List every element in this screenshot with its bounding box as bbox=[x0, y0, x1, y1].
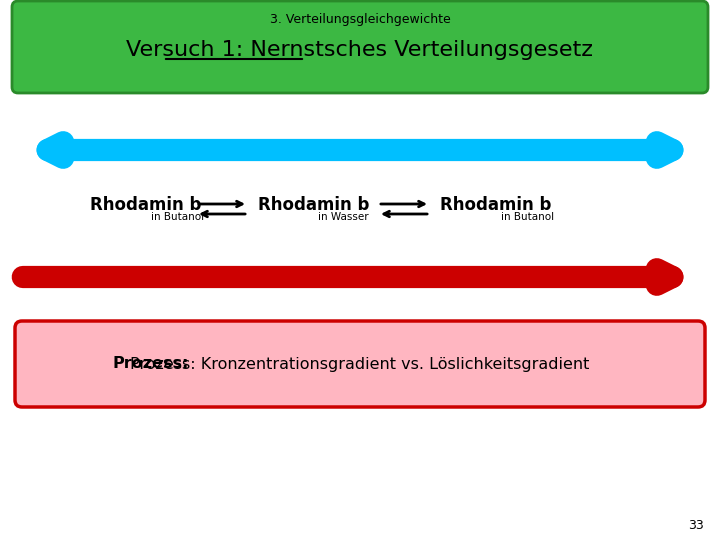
Text: Löslichkeitsgradient: Löslichkeitsgradient bbox=[258, 141, 462, 159]
FancyBboxPatch shape bbox=[12, 1, 708, 93]
Text: in Butanol: in Butanol bbox=[151, 212, 204, 222]
Text: in Wasser: in Wasser bbox=[318, 212, 369, 222]
Text: Konzentrationsgradient: Konzentrationsgradient bbox=[240, 268, 480, 286]
Text: in Butanol: in Butanol bbox=[501, 212, 554, 222]
Text: 33: 33 bbox=[688, 519, 704, 532]
Text: Rhodamin b: Rhodamin b bbox=[90, 196, 202, 214]
Text: Rhodamin b: Rhodamin b bbox=[258, 196, 369, 214]
Text: 3. Verteilungsgleichgewichte: 3. Verteilungsgleichgewichte bbox=[269, 14, 451, 26]
Text: Prozess:: Prozess: bbox=[113, 356, 189, 372]
Text: Rhodamin b: Rhodamin b bbox=[440, 196, 552, 214]
Text: Prozess: Kronzentrationsgradient vs. Löslichkeitsgradient: Prozess: Kronzentrationsgradient vs. Lös… bbox=[130, 356, 590, 372]
FancyBboxPatch shape bbox=[15, 321, 705, 407]
Text: Versuch 1: Nernstsches Verteilungsgesetz: Versuch 1: Nernstsches Verteilungsgesetz bbox=[127, 40, 593, 60]
